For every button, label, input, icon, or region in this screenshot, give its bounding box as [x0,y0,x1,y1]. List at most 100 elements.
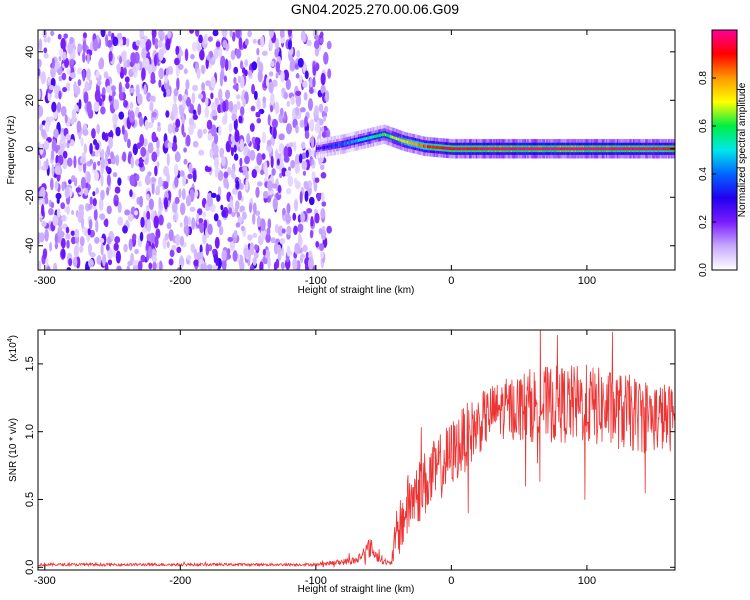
spectrogram-cell [475,147,478,151]
spectrogram-cell [96,255,102,265]
spectrogram-cell [54,165,61,175]
colorbar-tick-label: 0.4 [698,167,709,181]
spectrogram-cell [171,142,178,152]
spectrogram-cell [282,207,286,216]
spectrogram-cell [662,147,665,151]
spectrogram-cell [447,146,449,150]
spectrogram-cell [603,147,605,151]
spectrogram-cell [273,261,278,270]
spectrogram-cell [303,182,309,190]
spectrogram-cell [93,101,100,112]
spectrogram-cell [94,236,100,244]
spectrogram-cell [647,147,650,151]
spectrogram-cell [158,214,164,226]
spectrogram-cell [130,52,137,64]
spectrogram-cell [42,248,48,260]
spectrogram-cell [265,76,270,88]
spectrogram-cell [312,65,317,76]
spectrogram-cell [661,147,664,151]
spectrogram-cell [185,96,191,107]
spectrogram-cell [604,147,607,151]
spectrogram-cell [183,158,188,165]
spectrogram-cell [154,165,158,177]
spectrogram-cell [271,183,278,189]
spectrogram-cell [217,170,224,182]
spectrogram-cell [623,147,626,151]
spectrogram-cell [360,138,363,142]
spectrogram-cell [60,237,66,249]
spectrogram-cell [137,260,143,270]
spectrogram-cell [247,249,252,260]
spectrogram-cell [83,91,89,104]
spectrogram-cell [632,147,635,151]
spectrogram-cell [375,134,378,138]
spectrogram-cell [91,128,96,139]
spectrogram-cell [267,144,273,154]
spectrogram-cell [237,190,242,201]
spectrogram-cell [279,172,283,179]
spectrogram-cell [324,90,330,103]
spectrogram-cell [167,141,173,149]
spectrogram-cell [574,147,577,151]
spectrogram-cell [227,166,232,176]
spectrogram-cell [116,265,122,270]
spectrogram-cell [304,70,309,80]
spectrogram-cell [74,103,78,112]
spectrogram-cell [555,147,558,151]
spectrogram-cell [214,236,220,249]
spectrogram-cell [431,145,433,149]
spectrogram-cell [117,216,124,226]
spectrogram-cell [97,160,101,166]
spectrogram-cell [38,199,44,206]
spectrogram-cell [93,171,100,182]
spectrogram-cell [198,149,205,156]
spectrogram-cell [190,243,196,253]
spectrogram-cell [299,76,303,85]
y-tick-label: -40 [24,238,36,254]
spectrogram-cell [398,138,401,142]
spectrogram-cell [310,215,314,227]
spectrogram-cell [206,264,213,270]
spectrogram-cell [260,218,266,232]
spectrogram-cell [286,202,291,214]
spectrogram-cell [83,143,87,155]
spectrogram-cell [77,43,83,53]
spectrogram-cell [325,145,327,149]
spectrogram-cell [321,146,323,150]
spectrogram-cell [393,136,395,140]
spectrogram-cell [460,147,463,151]
spectrogram-cell [592,147,594,151]
spectrogram-cell [41,221,47,228]
spectrogram-cell [255,111,260,118]
spectrogram-cell [147,121,154,129]
spectrogram-cell [66,68,71,75]
spectrogram-cell [216,219,222,228]
spectrogram-cell [60,202,66,210]
spectrogram-cell [600,147,603,151]
spectrogram-cell [505,147,508,151]
spectrogram-cell [210,92,214,100]
spectrogram-cell [82,161,87,174]
spectrogram-cell [609,147,612,151]
snr-frame [37,329,676,571]
spectrogram-cell [87,203,92,211]
spectrogram-cell [169,249,175,258]
y-tick-label: 0.5 [24,492,36,507]
spectrogram-y-label: Frequency (Hz) [6,116,17,185]
spectrogram-cell [252,213,256,225]
spectrogram-cell [286,245,291,257]
spectrogram-cell [78,99,82,110]
spectrogram-cell [128,238,133,251]
spectrogram-cell [161,31,165,40]
spectrogram-cell [272,197,278,211]
spectrogram-cell [87,184,91,191]
spectrogram-cell [198,217,204,224]
spectrogram-cell [79,157,86,164]
spectrogram-cell [195,30,200,37]
spectrogram-cell [264,166,269,179]
spectrogram-cell [65,233,71,240]
spectrogram-cell [224,58,229,72]
spectrogram-cell [223,175,228,189]
spectrogram-cell [223,75,228,83]
spectrogram-cell [115,250,121,264]
